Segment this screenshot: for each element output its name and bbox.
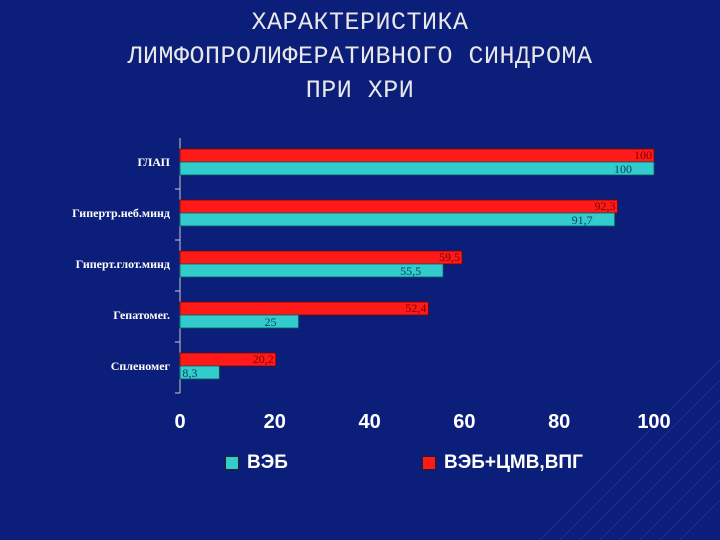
x-tick-label-2: 40 xyxy=(358,411,380,433)
bar-combo-2 xyxy=(179,250,463,265)
category-label-4: Спленомег xyxy=(111,359,171,373)
data-label-veb-4: 8,3 xyxy=(182,366,197,380)
legend-swatch-combo xyxy=(422,456,436,470)
bar-combo-1 xyxy=(179,199,618,214)
data-label-veb-0: 100 xyxy=(614,162,632,176)
data-label-combo-1: 92,3 xyxy=(595,199,616,213)
bar-combo-4 xyxy=(179,352,277,367)
bar-veb-0 xyxy=(179,161,655,176)
data-label-veb-2: 55,5 xyxy=(400,264,421,278)
legend-label-veb: ВЭБ xyxy=(247,452,288,473)
x-tick-label-3: 60 xyxy=(453,411,475,433)
category-label-2: Гиперт.глот.минд xyxy=(76,257,170,271)
data-label-combo-0: 100 xyxy=(634,148,652,162)
legend-item-combo: ВЭБ+ЦМВ,ВПГ xyxy=(422,452,583,474)
category-label-1: Гипертр.неб.минд xyxy=(72,206,170,220)
slide-title: ХАРАКТЕРИСТИКА ЛИМФОПРОЛИФЕРАТИВНОГО СИН… xyxy=(0,6,720,108)
bar-combo-3 xyxy=(179,301,429,316)
x-tick-label-0: 0 xyxy=(174,411,185,433)
legend-swatch-veb xyxy=(225,456,239,470)
data-label-combo-2: 59,5 xyxy=(439,250,460,264)
legend-label-combo: ВЭБ+ЦМВ,ВПГ xyxy=(444,452,583,473)
bar-veb-2 xyxy=(179,263,444,278)
bar-veb-4 xyxy=(179,365,220,380)
data-label-combo-4: 20,2 xyxy=(253,352,274,366)
title-line-3: ПРИ ХРИ xyxy=(305,76,415,105)
data-label-veb-1: 91,7 xyxy=(572,213,593,227)
bar-combo-0 xyxy=(179,148,655,163)
data-label-veb-3: 25 xyxy=(265,315,277,329)
legend-item-veb: ВЭБ xyxy=(225,452,288,474)
chart-legend: ВЭБ ВЭБ+ЦМВ,ВПГ xyxy=(0,452,720,478)
title-line-2: ЛИМФОПРОЛИФЕРАТИВНОГО СИНДРОМА xyxy=(127,42,593,71)
category-label-0: ГЛАП xyxy=(138,155,171,169)
x-tick-label-5: 100 xyxy=(637,411,670,433)
title-line-1: ХАРАКТЕРИСТИКА xyxy=(251,8,469,37)
category-label-3: Гепатомег. xyxy=(113,308,170,322)
bar-veb-3 xyxy=(179,314,299,329)
x-tick-label-4: 80 xyxy=(548,411,570,433)
bar-veb-1 xyxy=(179,212,616,227)
x-tick-label-1: 20 xyxy=(264,411,286,433)
data-label-combo-3: 52,4 xyxy=(405,301,426,315)
